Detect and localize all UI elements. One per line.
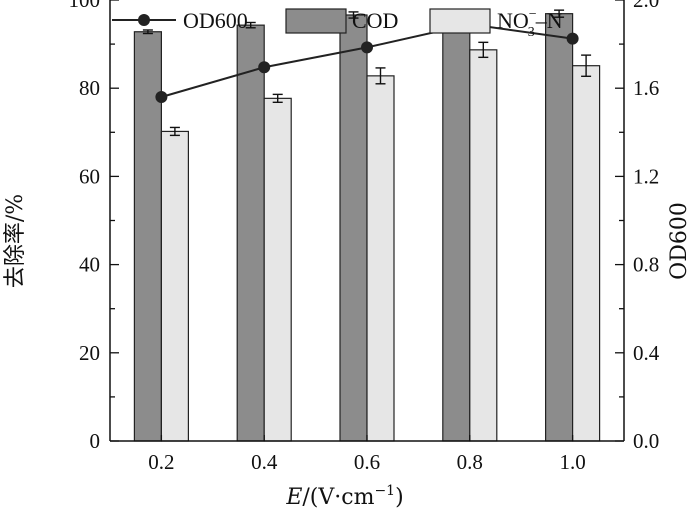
od600-point-0.2	[155, 91, 168, 104]
x-axis-title-italic: E	[285, 485, 302, 510]
x-tick-label-1.0: 1.0	[559, 450, 585, 474]
y-right-tick-label-2.0: 2.0	[633, 0, 659, 12]
y-right-tick-label-0.8: 0.8	[633, 253, 659, 277]
x-tick-label-0.6: 0.6	[354, 450, 380, 474]
y-right-tick-label-1.2: 1.2	[633, 164, 659, 188]
y-right-tick-label-0.4: 0.4	[633, 341, 660, 365]
legend-cod-label: COD	[352, 8, 398, 33]
bar-cod-0.6	[339, 14, 368, 442]
y-right-tick-label-1.6: 1.6	[633, 76, 659, 100]
x-axis-title-close: )	[395, 485, 404, 510]
y-left-tick-label-100: 100	[69, 0, 101, 12]
y-left-tick-label-80: 80	[79, 76, 100, 100]
x-tick-label-0.2: 0.2	[148, 450, 174, 474]
legend-no3-swatch	[429, 8, 491, 34]
bar-cod-0.8	[442, 12, 471, 442]
y-left-tick-label-0: 0	[90, 429, 101, 453]
bar-no3-0.2	[160, 130, 189, 442]
y-right-tick-label-0.0: 0.0	[633, 429, 659, 453]
od600-point-0.6	[361, 41, 373, 54]
legend: OD600 COD NO− 3–N	[112, 7, 563, 40]
x-tick-label-0.8: 0.8	[457, 450, 483, 474]
legend-no3-label: NO− 3–N	[497, 7, 563, 40]
tick-group	[110, 0, 624, 442]
legend-no3-sub: 3	[528, 25, 535, 40]
legend-no3-tail: –N	[535, 8, 563, 33]
bar-no3-0.8	[469, 49, 498, 442]
bar-cod-1.0	[544, 13, 574, 442]
y-axis-right-title: OD600	[667, 202, 692, 280]
legend-od600-marker	[138, 14, 150, 26]
x-axis-title-sup: −1	[374, 483, 395, 499]
od600-point-0.4	[258, 61, 271, 74]
x-axis-title: E/(V·cm−1)	[285, 483, 403, 510]
y-left-tick-label-40: 40	[79, 253, 100, 277]
bar-group	[133, 12, 601, 442]
legend-no3-main: NO	[497, 8, 529, 33]
y-left-tick-label-60: 60	[79, 164, 100, 188]
bar-cod-0.4	[236, 24, 265, 442]
bar-no3-0.4	[263, 97, 292, 442]
legend-cod-swatch	[285, 8, 347, 34]
od600-point-1.0	[566, 32, 579, 45]
bar-no3-1.0	[571, 65, 601, 442]
tick-label-group: 0 20 40 60 80 100 0.0 0.4 0.8 1.2 1.6 2.0 0.2 0.4 0.6 0…	[69, 0, 660, 474]
legend-no3-sup: −	[529, 7, 537, 22]
bar-no3-0.6	[366, 75, 395, 442]
x-axis-title-rest: /(V·cm	[302, 485, 374, 510]
y-left-tick-label-20: 20	[79, 341, 100, 365]
y-axis-left-title: 去除率/%	[3, 194, 28, 288]
legend-od600-label: OD600	[183, 8, 248, 33]
x-tick-label-0.4: 0.4	[251, 450, 278, 474]
